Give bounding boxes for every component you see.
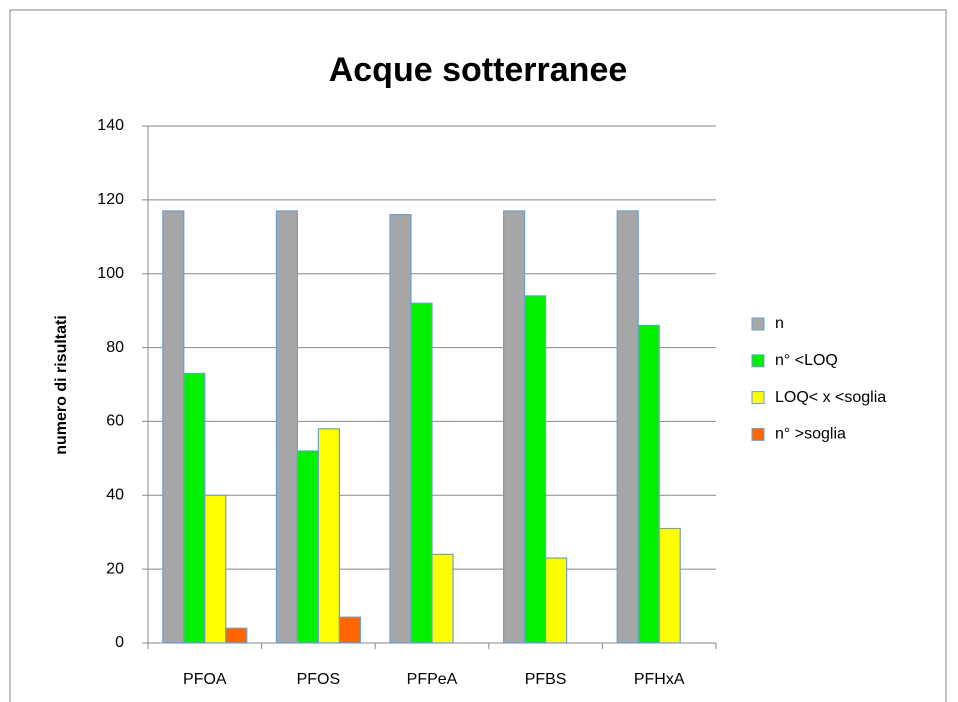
bar xyxy=(503,210,526,644)
legend-swatch xyxy=(751,391,765,405)
bar xyxy=(523,295,547,644)
bar xyxy=(317,428,340,644)
y-tick-label: 0 xyxy=(115,634,124,651)
bar xyxy=(637,324,660,644)
x-tick-label: PFPeA xyxy=(407,671,458,688)
legend-swatch xyxy=(751,354,765,368)
legend-label: n° <LOQ xyxy=(775,352,838,369)
x-tick-label: PFOA xyxy=(183,671,227,688)
x-tick-label: PFOS xyxy=(297,671,341,688)
legend-label: LOQ< x <soglia xyxy=(775,389,886,406)
y-tick-label: 140 xyxy=(97,117,124,134)
bar xyxy=(162,210,185,644)
chart-border xyxy=(9,9,947,702)
chart-title: Acque sotterranee xyxy=(329,51,628,89)
bar xyxy=(410,302,433,644)
y-tick-label: 20 xyxy=(106,560,124,577)
legend-label: n xyxy=(775,315,784,332)
bar xyxy=(296,450,319,644)
bar xyxy=(275,210,298,644)
bar xyxy=(204,494,227,644)
legend-swatch xyxy=(751,427,765,441)
x-tick-label: PFBS xyxy=(525,671,567,688)
y-axis-label: numero di risultati xyxy=(53,315,70,455)
bar xyxy=(225,627,248,644)
y-tick-label: 80 xyxy=(106,339,124,356)
bar xyxy=(544,557,568,644)
y-tick-label: 100 xyxy=(97,265,124,282)
x-tick-label: PFHxA xyxy=(634,671,685,688)
legend-label: n° >soglia xyxy=(775,426,846,443)
bar xyxy=(183,372,206,644)
y-tick-label: 120 xyxy=(97,191,124,208)
bar xyxy=(431,553,454,644)
bar xyxy=(389,214,412,644)
bar xyxy=(616,210,639,644)
bar xyxy=(338,616,361,644)
legend-swatch xyxy=(751,317,765,331)
y-tick-label: 60 xyxy=(106,413,124,430)
y-tick-label: 40 xyxy=(106,487,124,504)
bar xyxy=(658,527,681,644)
